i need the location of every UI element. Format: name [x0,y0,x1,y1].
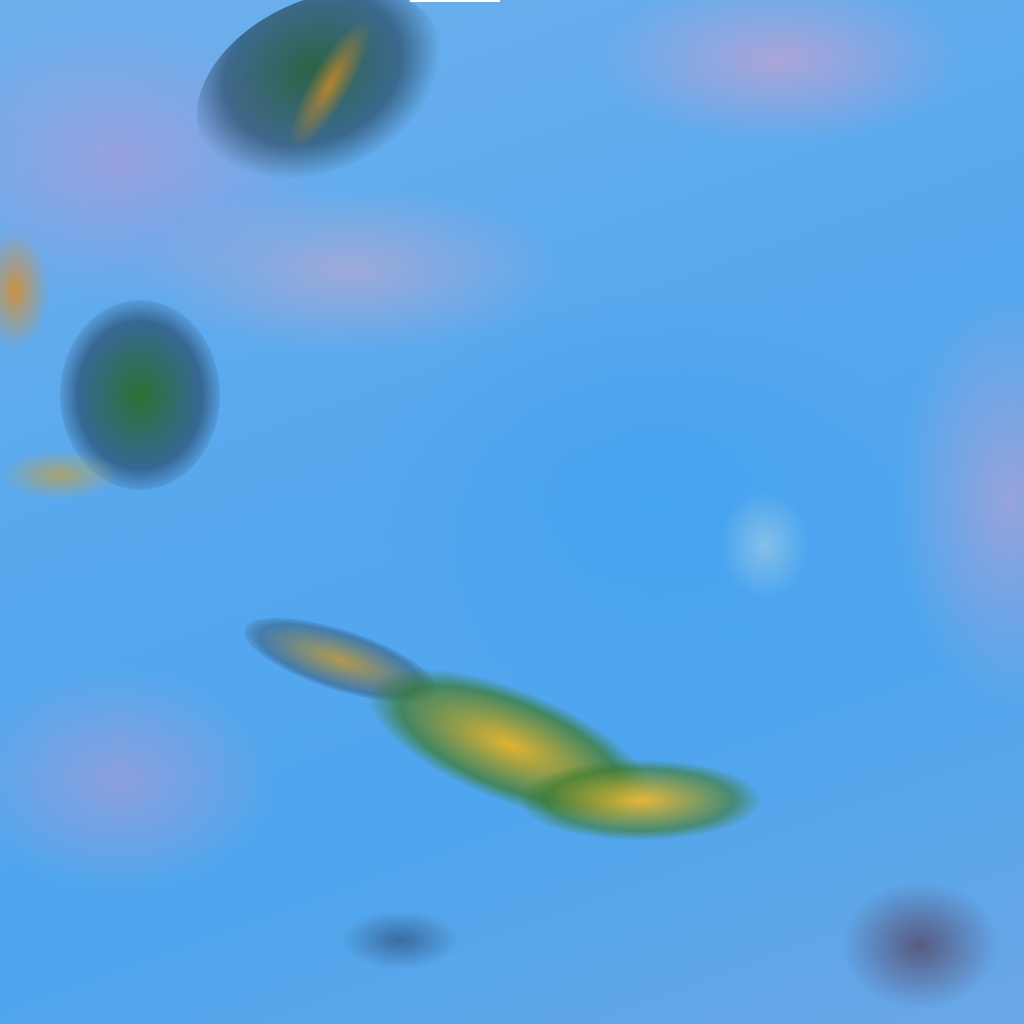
pale-patch-center-right [720,490,810,600]
dark-speckle-region-bottom [340,910,460,970]
dark-speckle-region-bottom-right [840,880,1000,1010]
top-edge-strip [410,0,500,2]
orange-edge-left-lower [0,450,120,500]
orange-edge-left [0,230,50,350]
yellow-band-east [520,760,760,840]
